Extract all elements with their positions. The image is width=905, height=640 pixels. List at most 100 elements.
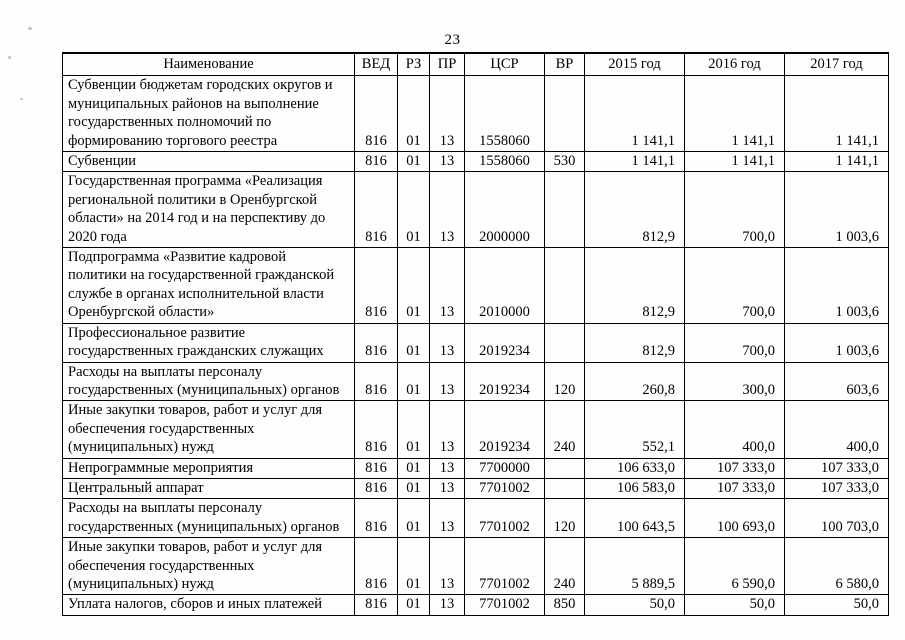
cell-2015: 100 643,5 xyxy=(584,498,685,539)
cell-pr: 13 xyxy=(429,361,465,402)
cell-rz: 01 xyxy=(397,400,430,459)
header-vr: ВР xyxy=(544,52,585,77)
table-row: Уплата налогов, сборов и иных платежей 81… xyxy=(62,594,889,616)
header-name: Наименование xyxy=(62,52,355,77)
cell-name: Расходы на выплаты персоналу государстве… xyxy=(62,361,355,402)
cell-pr: 13 xyxy=(429,457,465,479)
cell-2017: 400,0 xyxy=(784,400,889,459)
cell-name: Субвенции xyxy=(62,151,355,173)
cell-2017: 107 333,0 xyxy=(784,477,889,500)
header-2015: 2015 год xyxy=(584,52,685,77)
cell-csr: 7701002 xyxy=(464,498,545,539)
cell-pr: 13 xyxy=(429,400,465,459)
scan-artifact xyxy=(28,27,32,30)
cell-pr: 13 xyxy=(429,247,465,324)
cell-rz: 01 xyxy=(397,594,430,616)
cell-vr: 850 xyxy=(544,594,585,616)
cell-2016: 6 590,0 xyxy=(684,537,785,596)
cell-2015: 812,9 xyxy=(584,171,685,249)
cell-name: Иные закупки товаров, работ и услуг для … xyxy=(62,400,355,459)
cell-vr xyxy=(544,477,585,500)
cell-name: Субвенции бюджетам городских округов и м… xyxy=(62,75,355,153)
cell-vr xyxy=(544,457,585,479)
cell-2016: 1 141,1 xyxy=(684,75,785,153)
cell-pr: 13 xyxy=(429,75,465,153)
cell-csr: 1558060 xyxy=(464,151,545,173)
scan-artifact xyxy=(20,98,23,100)
table-row: Иные закупки товаров, работ и услуг для … xyxy=(62,537,889,596)
cell-ved: 816 xyxy=(354,171,398,249)
cell-name: Иные закупки товаров, работ и услуг для … xyxy=(62,537,355,596)
cell-ved: 816 xyxy=(354,457,398,479)
cell-2015: 106 633,0 xyxy=(584,457,685,479)
table-row: Субвенции бюджетам городских округов и м… xyxy=(62,75,889,153)
scan-artifact xyxy=(8,56,11,59)
cell-2016: 300,0 xyxy=(684,361,785,402)
cell-2017: 1 003,6 xyxy=(784,322,889,363)
cell-ved: 816 xyxy=(354,400,398,459)
cell-rz: 01 xyxy=(397,498,430,539)
cell-name: Центральный аппарат xyxy=(62,477,355,500)
cell-2015: 1 141,1 xyxy=(584,151,685,173)
cell-2017: 107 333,0 xyxy=(784,457,889,479)
cell-2017: 603,6 xyxy=(784,361,889,402)
cell-ved: 816 xyxy=(354,75,398,153)
cell-csr: 2010000 xyxy=(464,247,545,324)
cell-2016: 700,0 xyxy=(684,171,785,249)
table-row: Субвенции 816 01 13 1558060 530 1 141,1 1 141,1… xyxy=(62,151,889,173)
cell-2015: 260,8 xyxy=(584,361,685,402)
cell-ved: 816 xyxy=(354,537,398,596)
cell-name: Профессиональное развитие государственны… xyxy=(62,322,355,363)
cell-rz: 01 xyxy=(397,477,430,500)
cell-vr: 240 xyxy=(544,400,585,459)
table-row: Расходы на выплаты персоналу государстве… xyxy=(62,498,889,539)
cell-csr: 7701002 xyxy=(464,594,545,616)
cell-2015: 812,9 xyxy=(584,322,685,363)
header-csr: ЦСР xyxy=(464,52,545,77)
cell-pr: 13 xyxy=(429,171,465,249)
cell-ved: 816 xyxy=(354,151,398,173)
cell-2015: 5 889,5 xyxy=(584,537,685,596)
cell-2016: 700,0 xyxy=(684,322,785,363)
table-row: Центральный аппарат 816 01 13 7701002 106 583… xyxy=(62,477,889,500)
cell-name: Расходы на выплаты персоналу государстве… xyxy=(62,498,355,539)
cell-2015: 812,9 xyxy=(584,247,685,324)
cell-2016: 100 693,0 xyxy=(684,498,785,539)
cell-vr: 120 xyxy=(544,498,585,539)
cell-ved: 816 xyxy=(354,498,398,539)
cell-2016: 1 141,1 xyxy=(684,151,785,173)
cell-2017: 6 580,0 xyxy=(784,537,889,596)
table-header-row: Наименование ВЕД РЗ ПР ЦСР ВР 2015 год 2… xyxy=(62,52,889,77)
cell-name: Непрограммные мероприятия xyxy=(62,457,355,479)
cell-vr: 530 xyxy=(544,151,585,173)
cell-2015: 552,1 xyxy=(584,400,685,459)
table-row: Профессиональное развитие государственны… xyxy=(62,322,889,363)
cell-rz: 01 xyxy=(397,537,430,596)
header-ved: ВЕД xyxy=(354,52,398,77)
cell-ved: 816 xyxy=(354,322,398,363)
cell-pr: 13 xyxy=(429,322,465,363)
cell-pr: 13 xyxy=(429,594,465,616)
cell-2017: 100 703,0 xyxy=(784,498,889,539)
table-row: Иные закупки товаров, работ и услуг для … xyxy=(62,400,889,459)
page-number: 23 xyxy=(444,32,461,48)
cell-name: Подпрограмма «Развитие кадровой политики… xyxy=(62,247,355,324)
table-row: Расходы на выплаты персоналу государстве… xyxy=(62,361,889,402)
cell-csr: 7701002 xyxy=(464,477,545,500)
cell-name: Государственная программа «Реализация ре… xyxy=(62,171,355,249)
cell-rz: 01 xyxy=(397,171,430,249)
cell-2017: 1 141,1 xyxy=(784,151,889,173)
cell-csr: 2019234 xyxy=(464,322,545,363)
cell-vr: 120 xyxy=(544,361,585,402)
cell-pr: 13 xyxy=(429,498,465,539)
cell-csr: 7701002 xyxy=(464,537,545,596)
cell-2016: 107 333,0 xyxy=(684,457,785,479)
cell-rz: 01 xyxy=(397,457,430,479)
cell-2017: 1 003,6 xyxy=(784,247,889,324)
cell-ved: 816 xyxy=(354,361,398,402)
cell-rz: 01 xyxy=(397,361,430,402)
header-rz: РЗ xyxy=(397,52,430,77)
cell-2015: 1 141,1 xyxy=(584,75,685,153)
table-body: Субвенции бюджетам городских округов и м… xyxy=(62,75,889,616)
cell-csr: 1558060 xyxy=(464,75,545,153)
